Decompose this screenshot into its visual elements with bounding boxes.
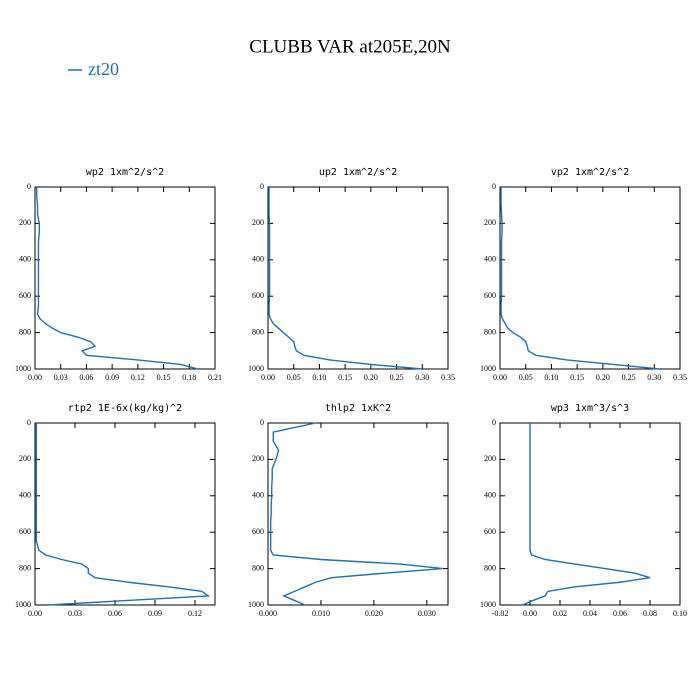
x-tick-label: 0.03	[54, 373, 68, 382]
x-tick-label: 0.00	[28, 373, 42, 382]
x-tick-label: 0.05	[519, 373, 533, 382]
x-tick-label: 0.30	[647, 373, 661, 382]
y-tick-label: 800	[19, 327, 31, 336]
plot-frame	[499, 422, 681, 606]
profile-line	[500, 187, 660, 370]
x-tick-label: 0.00	[493, 373, 507, 382]
x-tick-label: 0.10	[673, 609, 687, 618]
y-tick-label: 600	[252, 291, 264, 300]
x-tick-label: 0.010	[312, 609, 330, 618]
profile-line	[269, 422, 443, 606]
plot-frame	[499, 186, 681, 370]
panel-title: up2 1xm^2/s^2	[319, 167, 397, 178]
x-tick-label: 0.20	[596, 373, 610, 382]
y-tick-label: 800	[252, 563, 264, 572]
y-tick-label: 1000	[248, 600, 264, 609]
x-tick-label: 0.06	[613, 609, 627, 618]
profile-line	[522, 423, 651, 606]
plot-frame	[267, 186, 449, 370]
y-tick-label: 200	[252, 218, 264, 227]
x-tick-label: 0.04	[583, 609, 597, 618]
y-tick-label: 1000	[480, 364, 496, 373]
y-tick-label: 800	[484, 327, 496, 336]
x-tick-label: 0.020	[365, 609, 383, 618]
y-tick-label: 1000	[15, 600, 31, 609]
x-tick-label: 0.15	[338, 373, 352, 382]
x-tick-label: 0.09	[105, 373, 119, 382]
x-tick-label: 0.30	[415, 373, 429, 382]
plot-frame	[267, 422, 449, 606]
x-tick-label: 0.25	[390, 373, 404, 382]
x-tick-label: 0.06	[108, 609, 122, 618]
x-tick-label: 0.000	[259, 609, 277, 618]
y-tick-label: 400	[484, 491, 496, 500]
legend-label: zt20	[88, 59, 119, 79]
profile-line	[268, 187, 423, 370]
x-tick-label: 0.030	[418, 609, 436, 618]
panel-title: rtp2 1E-6x(kg/kg)^2	[68, 403, 182, 414]
x-tick-label: 0.00	[28, 609, 42, 618]
y-tick-label: 400	[484, 255, 496, 264]
y-tick-label: 600	[252, 527, 264, 536]
y-tick-label: 400	[19, 491, 31, 500]
y-tick-label: 200	[484, 218, 496, 227]
y-tick-label: 1000	[15, 364, 31, 373]
x-tick-label: 0.06	[79, 373, 93, 382]
y-tick-label: 600	[19, 291, 31, 300]
y-tick-label: 600	[484, 291, 496, 300]
y-tick-label: 0	[492, 418, 496, 427]
x-tick-label: 0.20	[364, 373, 378, 382]
y-tick-label: 200	[19, 454, 31, 463]
y-tick-label: 200	[484, 454, 496, 463]
x-tick-label: 0.35	[441, 373, 455, 382]
y-tick-label: 400	[19, 255, 31, 264]
x-tick-label: 0.09	[148, 609, 162, 618]
x-tick-label: 0.02	[553, 609, 567, 618]
y-tick-label: 800	[252, 327, 264, 336]
y-tick-label: 400	[252, 491, 264, 500]
x-tick-label: 0.15	[570, 373, 584, 382]
x-tick-label: 0.10	[312, 373, 326, 382]
panel-title: vp2 1xm^2/s^2	[551, 167, 629, 178]
y-tick-label: 600	[484, 527, 496, 536]
x-tick-label: 0.18	[182, 373, 196, 382]
panel-title: wp3 1xm^3/s^3	[551, 403, 629, 414]
x-tick-label: 0.00	[523, 609, 537, 618]
y-tick-label: 800	[19, 563, 31, 572]
x-tick-label: 0.12	[131, 373, 145, 382]
y-tick-label: 0	[27, 182, 31, 191]
panel-title: wp2 1xm^2/s^2	[86, 167, 164, 178]
plot-frame	[34, 186, 216, 370]
plot-frame	[34, 422, 216, 606]
x-tick-label: 0.12	[188, 609, 202, 618]
y-tick-label: 200	[19, 218, 31, 227]
x-tick-label: 0.15	[157, 373, 171, 382]
x-tick-label: 0.35	[673, 373, 687, 382]
y-tick-label: 0	[492, 182, 496, 191]
x-tick-label: 0.10	[544, 373, 558, 382]
y-tick-label: 0	[260, 418, 264, 427]
x-tick-label: 0.08	[643, 609, 657, 618]
y-tick-label: 0	[260, 182, 264, 191]
profile-line	[35, 423, 211, 606]
x-tick-label: 0.00	[261, 373, 275, 382]
y-tick-label: 200	[252, 454, 264, 463]
y-tick-label: 400	[252, 255, 264, 264]
x-tick-label: 0.25	[622, 373, 636, 382]
x-tick-label: -0.02	[492, 609, 509, 618]
y-tick-label: 0	[27, 418, 31, 427]
x-tick-label: 0.21	[208, 373, 222, 382]
y-tick-label: 600	[19, 527, 31, 536]
profile-line	[36, 187, 199, 370]
y-tick-label: 800	[484, 563, 496, 572]
panel-title: thlp2 1xK^2	[325, 403, 391, 414]
figure-title: CLUBB VAR at205E,20N	[249, 36, 451, 57]
x-tick-label: 0.03	[68, 609, 82, 618]
x-tick-label: 0.05	[287, 373, 301, 382]
y-tick-label: 1000	[480, 600, 496, 609]
y-tick-label: 1000	[248, 364, 264, 373]
